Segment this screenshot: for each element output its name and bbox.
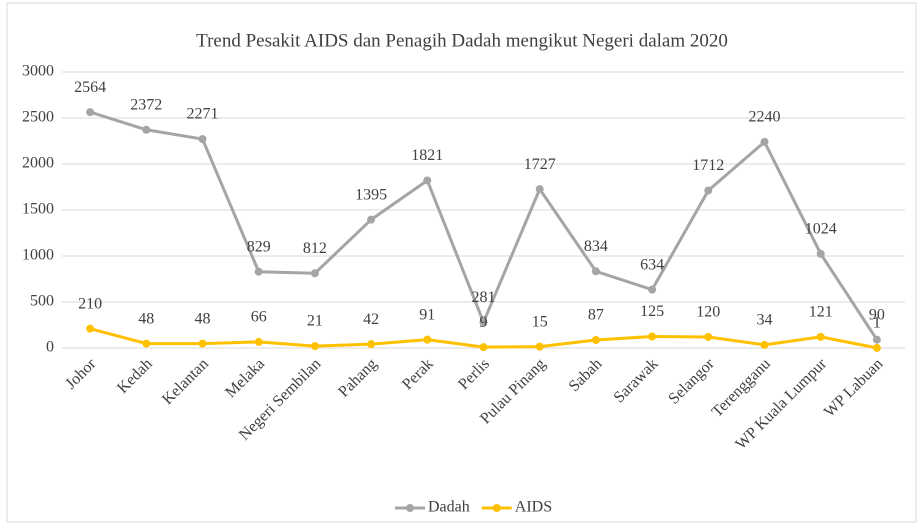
data-point <box>86 108 95 117</box>
data-point <box>254 337 263 346</box>
data-label: 1395 <box>355 186 387 203</box>
data-label: 21 <box>307 313 323 330</box>
data-label: 15 <box>532 313 548 330</box>
y-tick-label: 3000 <box>22 63 54 80</box>
data-label: 9 <box>480 314 488 331</box>
y-tick-label: 2000 <box>22 155 54 172</box>
data-point <box>367 215 376 224</box>
data-label: 42 <box>363 311 379 328</box>
legend-marker <box>492 504 501 512</box>
chart-title: Trend Pesakit AIDS dan Penagih Dadah men… <box>196 30 728 51</box>
data-label: 87 <box>588 307 604 324</box>
data-point <box>704 332 713 341</box>
data-label: 120 <box>696 304 720 321</box>
data-point <box>816 249 825 258</box>
data-label: 66 <box>251 309 267 326</box>
data-label: 90 <box>869 306 885 323</box>
data-label: 121 <box>809 304 833 321</box>
data-label: 48 <box>138 310 154 327</box>
data-point <box>704 186 713 195</box>
y-tick-label: 1500 <box>22 201 54 218</box>
data-point <box>86 324 95 333</box>
data-point <box>310 342 319 351</box>
data-point <box>254 267 263 276</box>
legend-label: Dadah <box>428 499 470 516</box>
data-point <box>479 318 488 327</box>
data-label: 829 <box>247 238 271 255</box>
data-label: 125 <box>640 303 664 320</box>
data-label: 91 <box>419 306 435 323</box>
data-point <box>648 332 657 341</box>
data-point <box>367 340 376 349</box>
data-label: 1024 <box>805 220 837 237</box>
y-tick-label: 0 <box>46 339 54 356</box>
data-label: 210 <box>78 295 102 312</box>
data-label: 1 <box>873 315 881 332</box>
data-point <box>535 185 544 194</box>
data-label: 2271 <box>187 106 219 123</box>
data-point <box>535 342 544 351</box>
chart-border <box>6 2 917 523</box>
data-point <box>591 335 600 344</box>
legend-marker <box>406 504 414 512</box>
data-point <box>142 339 151 348</box>
data-point <box>648 285 657 294</box>
data-point <box>591 267 600 276</box>
data-point <box>310 269 319 278</box>
data-label: 48 <box>195 310 211 327</box>
y-tick-label: 1000 <box>22 247 54 264</box>
data-label: 834 <box>584 238 608 255</box>
data-point <box>872 335 881 344</box>
y-tick-label: 2500 <box>22 109 54 126</box>
data-label: 2372 <box>130 96 162 113</box>
data-label: 2240 <box>749 109 781 126</box>
y-tick-label: 500 <box>30 293 54 310</box>
data-point <box>816 332 825 341</box>
data-point <box>198 135 207 144</box>
data-label: 1821 <box>411 147 443 164</box>
data-point <box>423 176 432 185</box>
data-point <box>760 340 769 349</box>
data-label: 1712 <box>692 157 724 174</box>
data-label: 34 <box>757 312 773 329</box>
data-point <box>872 343 881 352</box>
data-label: 812 <box>303 240 327 257</box>
legend-label: AIDS <box>515 499 552 516</box>
data-label: 1727 <box>524 156 556 173</box>
data-label: 2564 <box>74 79 106 96</box>
data-label: 281 <box>472 289 496 306</box>
data-point <box>198 339 207 348</box>
data-point <box>423 335 432 344</box>
data-point <box>142 125 151 134</box>
data-label: 634 <box>640 256 664 273</box>
data-point <box>760 137 769 146</box>
data-point <box>479 343 488 352</box>
